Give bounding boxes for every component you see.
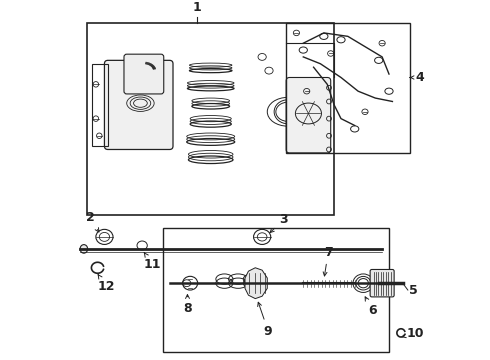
Ellipse shape xyxy=(80,244,88,253)
Bar xyxy=(87,23,334,215)
Text: 2: 2 xyxy=(86,211,99,232)
FancyBboxPatch shape xyxy=(370,270,394,297)
Bar xyxy=(286,23,410,153)
Text: 11: 11 xyxy=(144,253,161,271)
Text: 6: 6 xyxy=(365,297,377,317)
Text: 7: 7 xyxy=(323,246,333,276)
FancyBboxPatch shape xyxy=(124,54,164,94)
Text: 1: 1 xyxy=(193,1,201,14)
Text: 4: 4 xyxy=(410,71,424,84)
Bar xyxy=(163,228,389,352)
Text: 5: 5 xyxy=(409,284,417,297)
Text: 3: 3 xyxy=(270,213,288,233)
Text: 9: 9 xyxy=(258,302,272,338)
FancyBboxPatch shape xyxy=(286,77,331,153)
FancyBboxPatch shape xyxy=(104,60,173,149)
Text: 10: 10 xyxy=(402,327,424,340)
Polygon shape xyxy=(245,268,267,298)
Text: 12: 12 xyxy=(98,275,115,293)
Text: 8: 8 xyxy=(183,294,192,315)
